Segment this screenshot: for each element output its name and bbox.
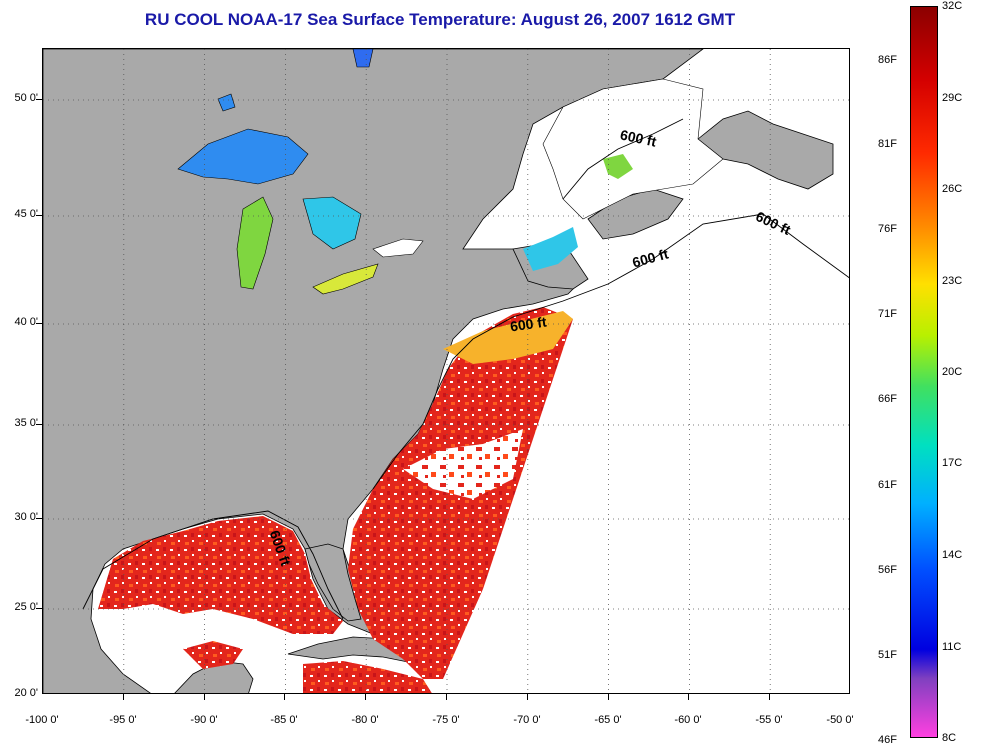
lon-tick: [608, 694, 609, 700]
lake-michigan: [236, 196, 274, 290]
lat-label-25: 25 0': [14, 601, 38, 613]
lat-tick: [36, 99, 42, 100]
lat-label-45: 45 0': [14, 208, 38, 220]
gulf-st-lawrence: [542, 78, 724, 220]
colorbar-f-label: 71F: [878, 308, 897, 320]
atlantic-sst-yellow: [443, 311, 573, 364]
lake-ontario: [372, 238, 424, 258]
colorbar-f-label: 51F: [878, 649, 897, 661]
lon-tick: [527, 694, 528, 700]
lon-tick: [284, 694, 285, 700]
colorbar-c-label: 8C: [942, 732, 957, 744]
scotian-shelf-sst: [603, 154, 633, 179]
lat-label-20: 20 0': [14, 687, 38, 699]
lon-label-65: -65 0': [594, 714, 622, 726]
lake-superior: [177, 128, 309, 185]
gulf-of-mexico-sst: [98, 516, 343, 634]
lon-tick: [688, 694, 689, 700]
map-canvas: [43, 49, 849, 693]
gulf-south-sst: [183, 641, 243, 669]
lake-top: [352, 49, 374, 68]
lon-tick: [365, 694, 366, 700]
atlantic-sst-cloud: [403, 429, 523, 499]
lon-label-75: -75 0': [432, 714, 460, 726]
gulf-of-maine-sst: [523, 227, 578, 271]
lat-label-50: 50 0': [14, 92, 38, 104]
lon-label-100: -100 0': [25, 714, 59, 726]
lon-label-55: -55 0': [755, 714, 783, 726]
lake-huron: [302, 196, 362, 250]
colorbar-c-label: 11C: [942, 641, 962, 653]
colorbar-c-label: 23C: [942, 275, 963, 287]
colorbar-f-label: 86F: [878, 54, 897, 66]
lon-tick: [769, 694, 770, 700]
lat-tick: [36, 215, 42, 216]
map-title: RU COOL NOAA-17 Sea Surface Temperature:…: [144, 10, 736, 29]
land-newfoundland: [697, 110, 834, 190]
lon-label-85: -85 0': [270, 714, 298, 726]
colorbar-f-label: 61F: [878, 479, 897, 491]
lat-label-35: 35 0': [14, 417, 38, 429]
lat-tick: [36, 518, 42, 519]
lat-tick: [36, 608, 42, 609]
lake-erie: [312, 263, 379, 295]
colorbar-c-label: 14C: [942, 549, 963, 561]
colorbar-f-label: 81F: [878, 138, 897, 150]
lake-nipigon: [217, 93, 236, 112]
lon-tick: [123, 694, 124, 700]
lat-tick: [36, 424, 42, 425]
caribbean-sst: [303, 661, 432, 693]
lat-label-40: 40 0': [14, 316, 38, 328]
land-yucatan: [174, 660, 254, 693]
lat-label-30: 30 0': [14, 511, 38, 523]
lon-tick: [204, 694, 205, 700]
colorbar-f-label: 66F: [878, 393, 897, 405]
colorbar-f-label: 76F: [878, 223, 897, 235]
colorbar-c-label: 17C: [942, 457, 963, 469]
lon-label-60: -60 0': [674, 714, 702, 726]
colorbar-c-label: 26C: [942, 183, 963, 195]
colorbar-c-label: 32C: [942, 0, 963, 12]
land-north-america: [43, 49, 704, 693]
temperature-colorbar: [910, 6, 938, 738]
colorbar-c-label: 20C: [942, 366, 963, 378]
lon-tick: [446, 694, 447, 700]
lon-label-70: -70 0': [513, 714, 541, 726]
lat-tick: [36, 323, 42, 324]
lon-label-80: -80 0': [351, 714, 379, 726]
lon-label-95: -95 0': [109, 714, 137, 726]
colorbar-f-label: 56F: [878, 564, 897, 576]
colorbar-f-label: 46F: [878, 734, 897, 746]
land-florida: [304, 543, 362, 622]
colorbar-c-label: 29C: [942, 92, 963, 104]
lon-label-90: -90 0': [190, 714, 218, 726]
lon-label-50: -50 0': [826, 714, 854, 726]
sst-map[interactable]: [42, 48, 850, 694]
